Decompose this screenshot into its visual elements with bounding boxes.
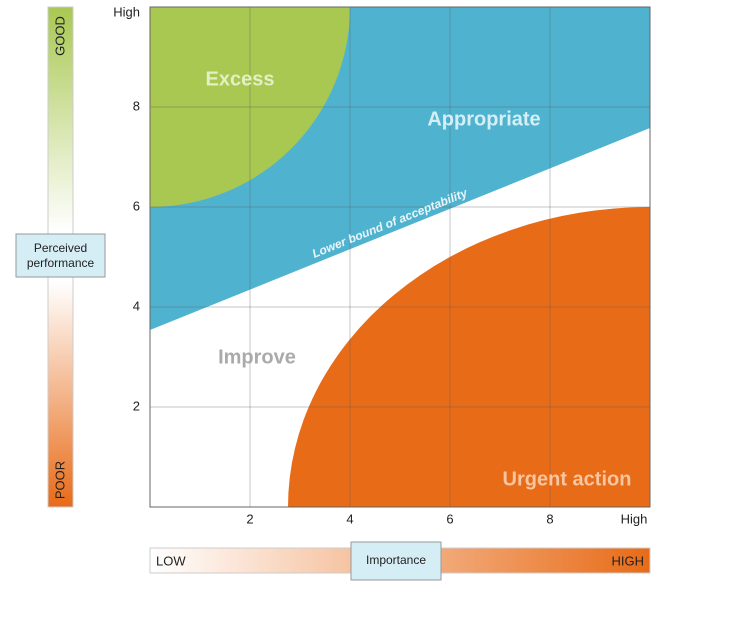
region-label: Excess (206, 68, 275, 90)
y-tick-label: 8 (133, 98, 140, 113)
scale-bottom: POOR (52, 461, 67, 499)
x-tick-label: 6 (446, 511, 453, 526)
scale-right: HIGH (612, 553, 645, 568)
performance-title-wrap: Perceived performance (26, 240, 95, 270)
importance-box (350, 541, 442, 581)
x-tick-label: 8 (546, 511, 553, 526)
excess-region (150, 7, 350, 207)
y-tick-label: 2 (133, 398, 140, 413)
y-tick-label: 6 (133, 198, 140, 213)
plot-border (149, 6, 651, 508)
scale-top: GOOD (52, 16, 67, 56)
region-label: Improve (218, 346, 296, 368)
urgent-region (288, 207, 650, 507)
x-tick-label: 2 (246, 511, 253, 526)
x-tick-label: 4 (346, 511, 353, 526)
region-label: Appropriate (427, 108, 540, 130)
y-tick-label: 4 (133, 298, 140, 313)
region-label: Urgent action (503, 468, 632, 490)
performance-box (15, 233, 106, 278)
scale-left: LOW (156, 553, 186, 568)
performance-title: Perceived performance (26, 240, 95, 270)
y-tick-label: High (113, 4, 140, 19)
x-tick-label: High (621, 511, 648, 526)
importance-title: Importance (366, 553, 426, 567)
